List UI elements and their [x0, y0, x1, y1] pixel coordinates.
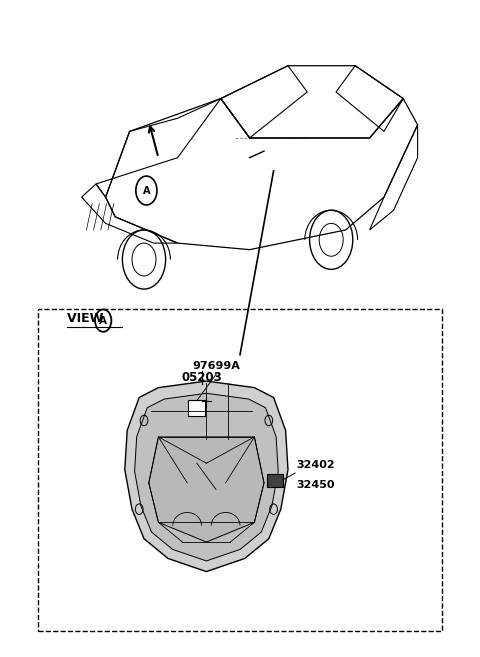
- Polygon shape: [125, 381, 288, 572]
- Text: 05203: 05203: [181, 371, 222, 384]
- FancyBboxPatch shape: [38, 309, 442, 631]
- FancyBboxPatch shape: [146, 376, 257, 445]
- Text: 97699A: 97699A: [192, 361, 240, 371]
- Text: A: A: [99, 315, 107, 326]
- Polygon shape: [149, 437, 264, 542]
- Polygon shape: [134, 394, 278, 561]
- Text: 32402: 32402: [296, 460, 335, 470]
- Text: VIEW: VIEW: [67, 312, 108, 325]
- FancyBboxPatch shape: [267, 474, 283, 487]
- Text: A: A: [143, 185, 150, 196]
- FancyBboxPatch shape: [188, 400, 205, 416]
- Text: 32450: 32450: [296, 480, 335, 490]
